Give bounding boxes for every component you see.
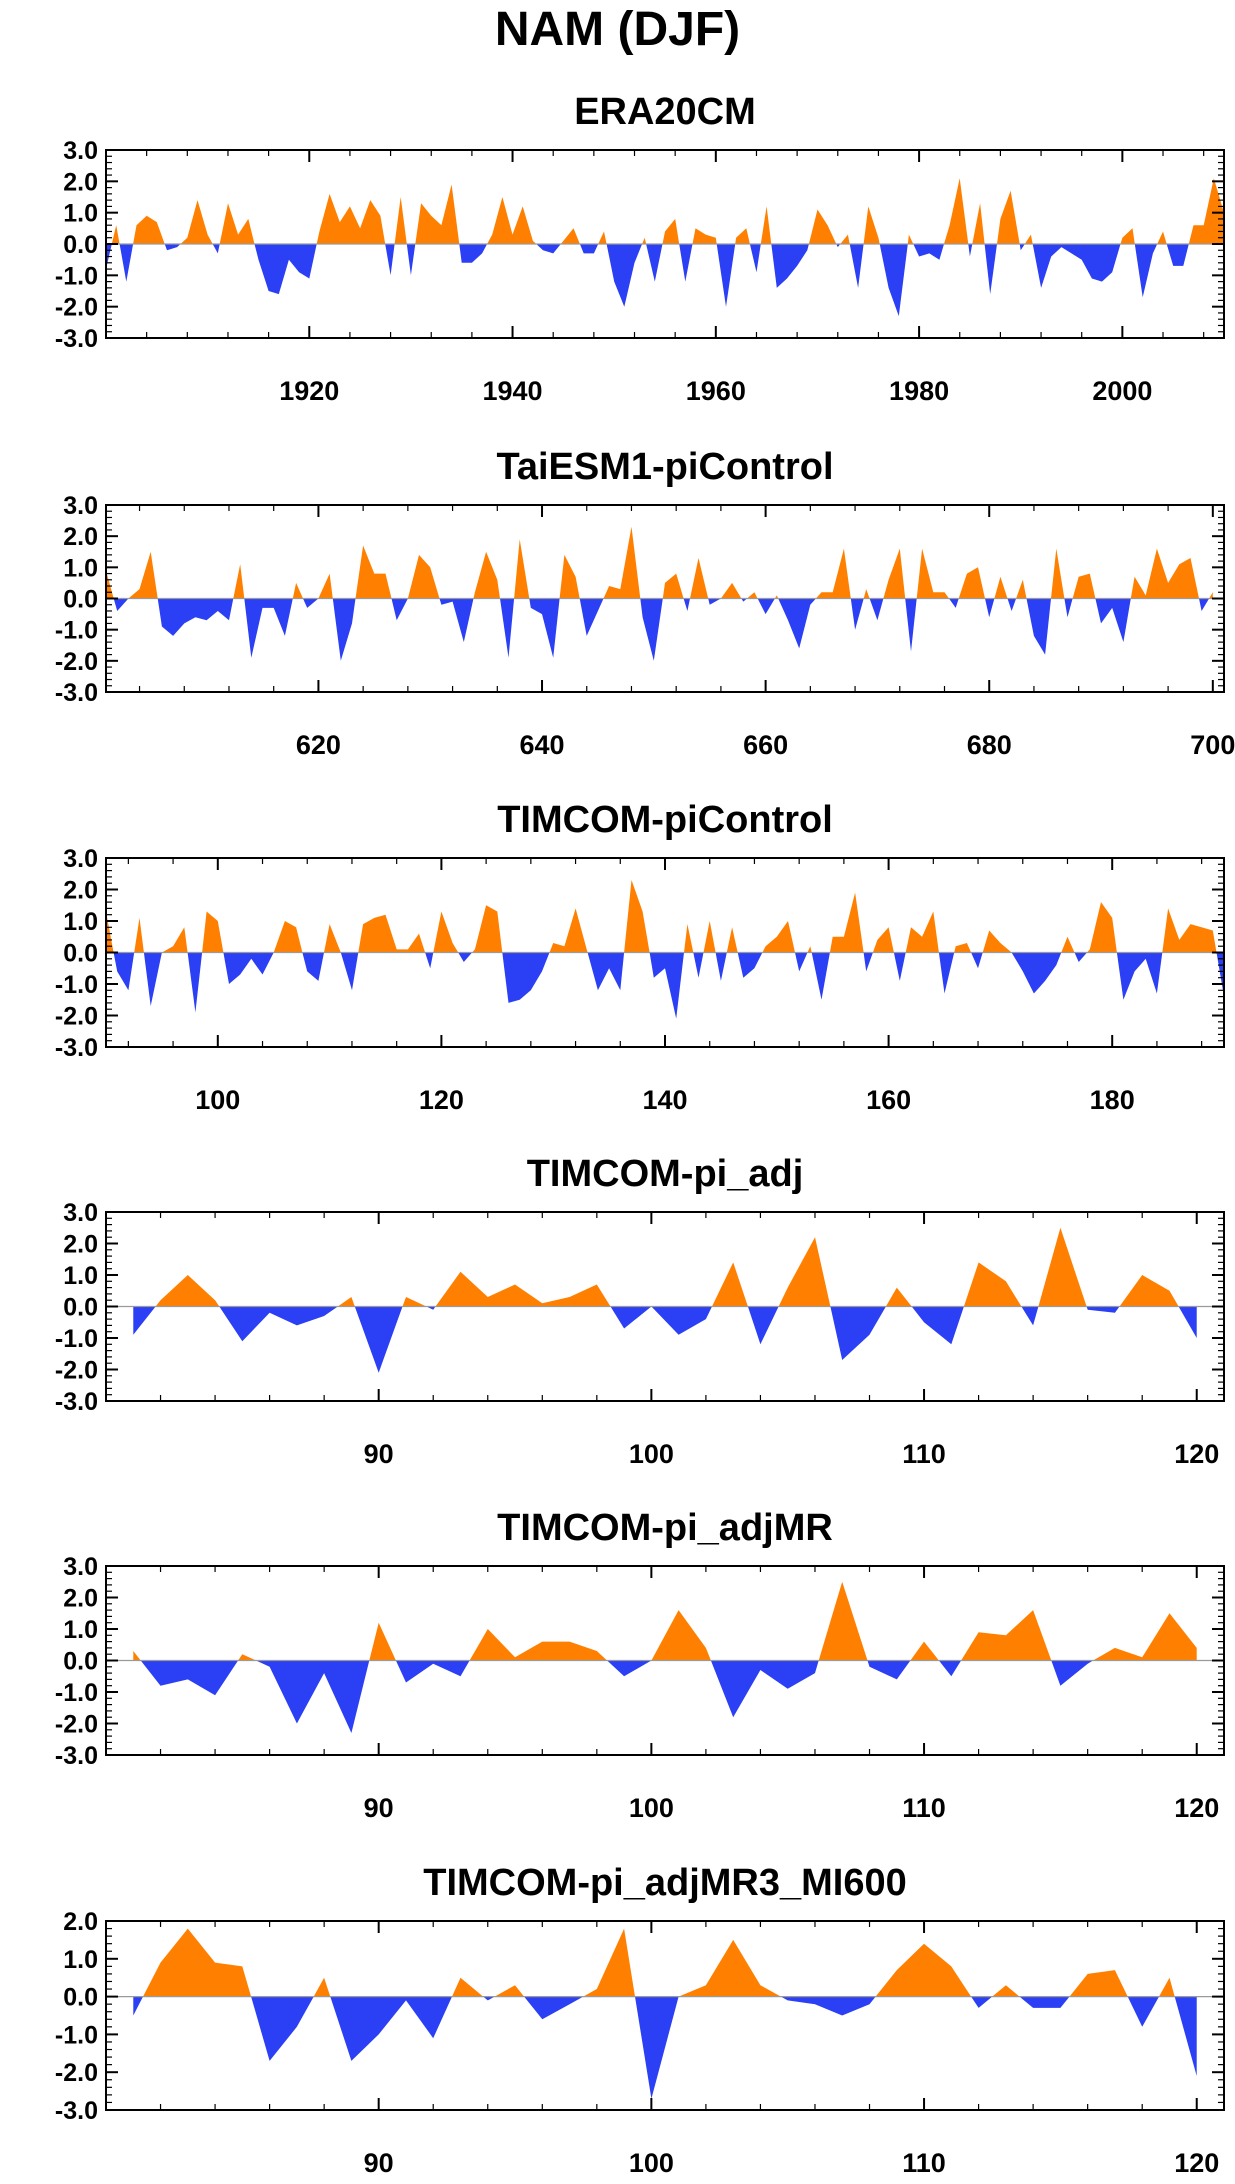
- y-tick-label: 0.0: [63, 1984, 98, 2012]
- chart-title: TIMCOM-piControl: [497, 799, 833, 841]
- y-tick-label: -3.0: [55, 1742, 98, 1770]
- chart-panel-5: TIMCOM-pi_adjMR3_MI600 -3.0 -2.0 -1.0 0.0 1.0…: [55, 1862, 1225, 2178]
- y-tick-label: -1.0: [55, 1325, 98, 1353]
- chart-panel-2: TIMCOM-piControl -3.0 -2.0 -1.0 0.0 1.0 2.0 3.0…: [55, 799, 1225, 1115]
- x-tick-label: 680: [967, 730, 1012, 760]
- negative-area: [106, 244, 1224, 317]
- positive-area: [133, 1581, 1197, 1661]
- x-tick-label: 2000: [1092, 376, 1152, 406]
- x-tick-label: 640: [519, 730, 564, 760]
- y-tick-label: 2.0: [63, 877, 98, 905]
- y-tick-label: 1.0: [63, 200, 98, 228]
- y-tick-label: 0.0: [63, 231, 98, 259]
- chart-title: TIMCOM-pi_adj: [527, 1153, 804, 1195]
- y-tick-label: 2.0: [63, 1908, 98, 1936]
- y-tick-label: -3.0: [55, 2097, 98, 2125]
- y-tick-label: -2.0: [55, 2059, 98, 2087]
- chart-panel-0: ERA20CM -3.0 -2.0 -1.0 0.0 1.0 2.0 3.0 1920 1940 1…: [55, 91, 1225, 406]
- x-tick-label: 120: [1174, 2148, 1219, 2178]
- figure-title: NAM (DJF): [494, 3, 741, 56]
- y-tick-label: -2.0: [55, 1003, 98, 1031]
- chart-title: TIMCOM-pi_adjMR: [497, 1507, 833, 1549]
- y-tick-label: 3.0: [63, 1199, 98, 1227]
- y-tick-label: 1.0: [63, 1946, 98, 1974]
- positive-area: [133, 1928, 1197, 1997]
- positive-area: [106, 880, 1224, 953]
- x-tick-label: 1980: [889, 376, 949, 406]
- y-tick-label: -2.0: [55, 1357, 98, 1385]
- y-tick-label: 2.0: [63, 523, 98, 551]
- negative-area: [106, 952, 1224, 1019]
- y-tick-label: -1.0: [55, 617, 98, 645]
- x-tick-label: 1920: [279, 376, 339, 406]
- chart-panel-4: TIMCOM-pi_adjMR -3.0 -2.0 -1.0 0.0 1.0 2.0 3.0 9…: [55, 1507, 1225, 1823]
- y-tick-label: 3.0: [63, 137, 98, 165]
- y-tick-label: -1.0: [55, 2021, 98, 2049]
- y-tick-label: 3.0: [63, 845, 98, 873]
- x-tick-label: 700: [1190, 730, 1235, 760]
- x-tick-label: 90: [364, 2148, 394, 2178]
- y-tick-label: 3.0: [63, 492, 98, 520]
- x-tick-label: 100: [629, 1439, 674, 1469]
- chart-panel-3: TIMCOM-pi_adj -3.0 -2.0 -1.0 0.0 1.0 2.0 3.0 90 1…: [55, 1153, 1225, 1469]
- y-tick-label: 1.0: [63, 1616, 98, 1644]
- chart-title: TaiESM1-piControl: [496, 446, 833, 488]
- y-tick-label: 1.0: [63, 554, 98, 582]
- y-tick-label: -3.0: [55, 679, 98, 707]
- y-tick-label: -2.0: [55, 1711, 98, 1739]
- y-tick-label: -3.0: [55, 1388, 98, 1416]
- negative-area: [133, 1306, 1197, 1373]
- y-tick-label: 1.0: [63, 1262, 98, 1290]
- x-tick-label: 110: [902, 1439, 946, 1469]
- x-tick-label: 110: [902, 2148, 946, 2178]
- y-tick-label: 2.0: [63, 1231, 98, 1259]
- y-tick-label: 0.0: [63, 1648, 98, 1676]
- negative-area: [133, 1660, 1197, 1733]
- y-tick-label: 0.0: [63, 940, 98, 968]
- y-tick-label: -2.0: [55, 294, 98, 322]
- x-tick-label: 140: [642, 1085, 687, 1115]
- x-tick-label: 110: [902, 1793, 946, 1823]
- x-tick-label: 100: [629, 2148, 674, 2178]
- y-tick-label: 1.0: [63, 908, 98, 936]
- x-tick-label: 1960: [686, 376, 746, 406]
- chart-panel-1: TaiESM1-piControl -3.0 -2.0 -1.0 0.0 1.0 2.0 3.…: [55, 446, 1235, 760]
- x-tick-label: 1940: [483, 376, 543, 406]
- x-tick-label: 120: [1174, 1439, 1219, 1469]
- x-tick-label: 660: [743, 730, 788, 760]
- y-tick-label: 0.0: [63, 586, 98, 614]
- y-tick-label: 2.0: [63, 168, 98, 196]
- y-tick-label: -2.0: [55, 648, 98, 676]
- x-tick-label: 160: [866, 1085, 911, 1115]
- negative-area: [133, 1996, 1197, 2099]
- plot-frame: [105, 1920, 1225, 2111]
- positive-area: [106, 526, 1213, 599]
- positive-area: [133, 1227, 1197, 1307]
- x-tick-label: 120: [1174, 1793, 1219, 1823]
- y-tick-label: 3.0: [63, 1553, 98, 1581]
- y-tick-label: -3.0: [55, 1034, 98, 1062]
- chart-title: TIMCOM-pi_adjMR3_MI600: [423, 1862, 907, 1904]
- x-tick-label: 90: [364, 1439, 394, 1469]
- negative-area: [106, 598, 1213, 661]
- y-tick-label: -1.0: [55, 262, 98, 290]
- chart-title: ERA20CM: [574, 91, 756, 133]
- x-tick-label: 90: [364, 1793, 394, 1823]
- y-tick-label: -3.0: [55, 325, 98, 353]
- x-tick-label: 180: [1090, 1085, 1135, 1115]
- x-tick-label: 100: [195, 1085, 240, 1115]
- y-tick-label: 2.0: [63, 1585, 98, 1613]
- x-tick-label: 120: [419, 1085, 464, 1115]
- y-tick-label: -1.0: [55, 1679, 98, 1707]
- positive-area: [106, 178, 1224, 244]
- y-tick-label: 0.0: [63, 1294, 98, 1322]
- y-tick-label: -1.0: [55, 971, 98, 999]
- x-tick-label: 620: [296, 730, 341, 760]
- x-tick-label: 100: [629, 1793, 674, 1823]
